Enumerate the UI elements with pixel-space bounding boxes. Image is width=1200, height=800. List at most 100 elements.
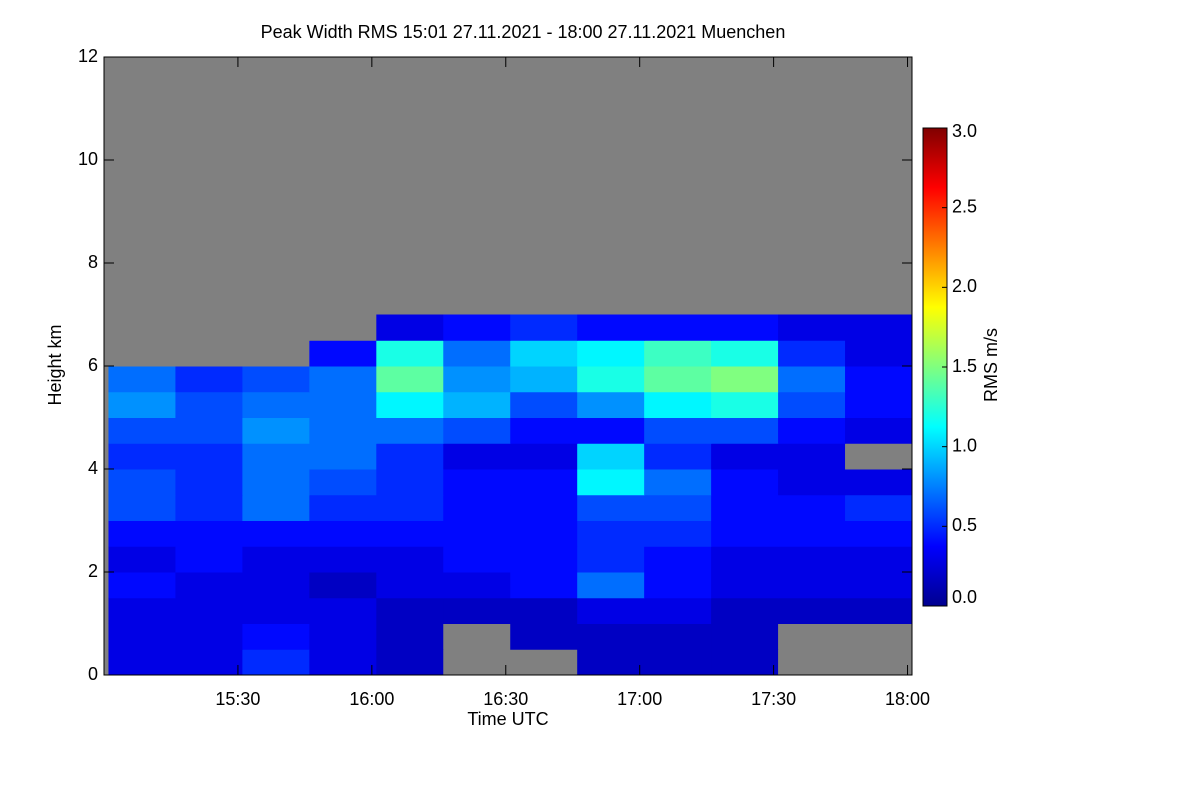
colorbar-label: RMS m/s [981, 328, 1001, 402]
y-tick-label: 2 [88, 561, 98, 581]
y-tick-label: 0 [88, 664, 98, 684]
heatmap-cell [376, 391, 444, 418]
heatmap-cell [644, 520, 712, 547]
heatmap-cell [577, 469, 645, 496]
heatmap-cell [108, 366, 176, 393]
heatmap-cell [510, 469, 578, 496]
heatmap-cell [309, 572, 377, 599]
heatmap-cell [108, 494, 176, 521]
heatmap-cell [443, 340, 511, 367]
heatmap-cell [376, 494, 444, 521]
heatmap-cell [108, 469, 176, 496]
heatmap-cell [845, 366, 913, 393]
colorbar-tick-label: 1.0 [952, 435, 977, 455]
heatmap-cell [242, 649, 310, 676]
heatmap-cell [778, 417, 846, 444]
heatmap-cell [376, 469, 444, 496]
heatmap-cell [711, 366, 779, 393]
heatmap-cell [175, 649, 243, 676]
heatmap-cell [644, 649, 712, 676]
heatmap-cell [443, 623, 511, 650]
heatmap-cell [510, 443, 578, 470]
heatmap-cell [577, 649, 645, 676]
heatmap-cell [778, 572, 846, 599]
heatmap-cell [711, 469, 779, 496]
heatmap-cell [443, 494, 511, 521]
heatmap-cell [644, 597, 712, 624]
heatmap-cell [711, 314, 779, 341]
heatmap-cell [309, 623, 377, 650]
heatmap-cell [510, 494, 578, 521]
heatmap-cell [845, 623, 913, 650]
heatmap-cell [376, 597, 444, 624]
heatmap-cell [644, 494, 712, 521]
heatmap-cell [510, 520, 578, 547]
heatmap-cell [510, 340, 578, 367]
heatmap-cell [845, 443, 913, 470]
heatmap-cell [577, 391, 645, 418]
heatmap-cell [510, 572, 578, 599]
heatmap-cell [242, 572, 310, 599]
heatmap-cell [376, 623, 444, 650]
heatmap-cell [242, 443, 310, 470]
heatmap-cell [443, 546, 511, 573]
heatmap-cell [577, 314, 645, 341]
heatmap-cell [577, 366, 645, 393]
heatmap-cell [242, 520, 310, 547]
heatmap-cell [845, 494, 913, 521]
heatmap-cell [510, 391, 578, 418]
heatmap-cell [845, 649, 913, 676]
heatmap-cell [577, 520, 645, 547]
heatmap-cell [711, 546, 779, 573]
heatmap-cell [778, 366, 846, 393]
heatmap-cell [778, 340, 846, 367]
heatmap-cell [510, 314, 578, 341]
heatmap-cell [711, 572, 779, 599]
heatmap-cell [242, 494, 310, 521]
heatmap-cell [108, 443, 176, 470]
colorbar-tick-label: 0.5 [952, 515, 977, 535]
heatmap-cell [711, 340, 779, 367]
heatmap-cell [175, 366, 243, 393]
heatmap-cell [845, 546, 913, 573]
heatmap-cell [644, 546, 712, 573]
heatmap-cell [711, 391, 779, 418]
heatmap-cell [309, 314, 377, 341]
heatmap-cell [376, 417, 444, 444]
heatmap-cell [108, 623, 176, 650]
heatmap-cell [242, 546, 310, 573]
heatmap-cell [309, 391, 377, 418]
heatmap [104, 57, 913, 676]
heatmap-cell [443, 520, 511, 547]
heatmap-cell [108, 391, 176, 418]
heatmap-cell [309, 366, 377, 393]
heatmap-cell [242, 417, 310, 444]
heatmap-cell [778, 623, 846, 650]
heatmap-cell [309, 469, 377, 496]
heatmap-cell [644, 417, 712, 444]
heatmap-cell [175, 340, 243, 367]
heatmap-cell [577, 572, 645, 599]
heatmap-cell [510, 649, 578, 676]
heatmap-cell [175, 597, 243, 624]
heatmap-cell [175, 494, 243, 521]
heatmap-cell [778, 494, 846, 521]
y-tick-label: 6 [88, 355, 98, 375]
heatmap-cell [443, 417, 511, 444]
heatmap-cell [242, 366, 310, 393]
heatmap-cell [778, 546, 846, 573]
heatmap-cell [376, 546, 444, 573]
heatmap-cell [242, 314, 310, 341]
heatmap-cell [242, 391, 310, 418]
heatmap-cell [376, 340, 444, 367]
heatmap-cell [644, 340, 712, 367]
heatmap-cell [644, 314, 712, 341]
heatmap-cell [510, 623, 578, 650]
heatmap-cell [443, 391, 511, 418]
y-tick-label: 4 [88, 458, 98, 478]
heatmap-cell [845, 597, 913, 624]
heatmap-cell [175, 314, 243, 341]
heatmap-cell [108, 572, 176, 599]
